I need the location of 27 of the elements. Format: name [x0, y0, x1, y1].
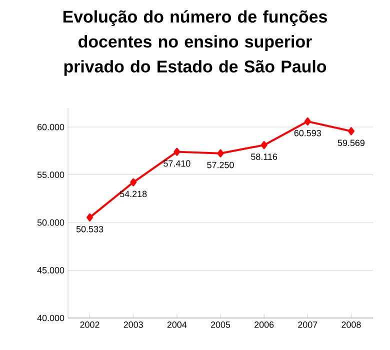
x-tick-label: 2006	[254, 322, 274, 328]
y-tick-label: 55.000	[37, 172, 64, 178]
y-tick-label: 40.000	[37, 314, 64, 322]
data-label: 59.569	[338, 140, 364, 146]
data-label: 58.116	[251, 154, 278, 160]
data-label: 54.218	[120, 190, 147, 198]
point	[217, 149, 224, 158]
x-tick-label: 2008	[342, 322, 361, 328]
data-label: 57.410	[164, 160, 190, 167]
point	[348, 127, 354, 136]
point	[174, 148, 180, 156]
point	[86, 213, 94, 222]
x-tick-label: 2002	[80, 322, 100, 328]
y-tick-label: 60.000	[38, 124, 64, 130]
x-tick-label: 2005	[210, 322, 230, 328]
x-tick-label: 2007	[298, 322, 318, 328]
y-tick-label: 50.000	[37, 219, 64, 226]
y-tick-label: 45.000	[37, 267, 64, 274]
data-label: 50.533	[76, 226, 104, 232]
x-tick-label: 2003	[124, 322, 143, 328]
chart-title: Evolução do número de funções docentes no ensino superior privado do Estado de São Paulo	[63, 10, 327, 76]
data-label: 57.250	[207, 162, 234, 168]
x-tick-label: 2004	[167, 322, 187, 328]
data-label: 60.593	[294, 130, 321, 136]
point	[130, 178, 137, 186]
point	[260, 141, 268, 150]
point	[304, 117, 311, 126]
